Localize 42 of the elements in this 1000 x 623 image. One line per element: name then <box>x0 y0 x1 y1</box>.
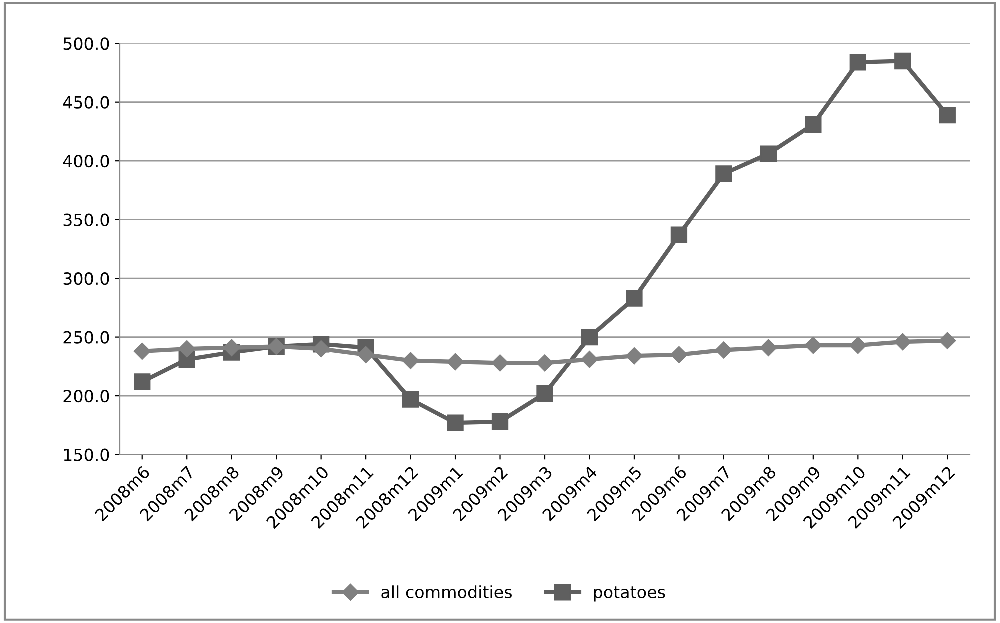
point <box>760 339 778 356</box>
y-tick-label: 200.0 <box>64 390 110 403</box>
point <box>581 351 598 368</box>
point <box>670 346 688 364</box>
point <box>447 414 464 432</box>
point <box>894 52 912 70</box>
point <box>446 353 464 371</box>
y-tick-label: 450.0 <box>63 96 110 109</box>
point <box>804 336 822 354</box>
point <box>626 348 644 365</box>
point <box>850 336 867 354</box>
y-tick-label: 250.0 <box>64 331 110 344</box>
point <box>492 354 509 372</box>
point <box>178 340 196 358</box>
point <box>134 374 151 390</box>
point <box>894 333 912 351</box>
point <box>939 332 956 350</box>
point <box>626 290 643 307</box>
point <box>536 354 554 372</box>
point <box>536 385 554 402</box>
y-tick-label: 300.0 <box>64 272 110 286</box>
legend-label: potatoes <box>594 586 666 602</box>
y-tick-label: 400.0 <box>63 155 110 168</box>
point <box>492 414 509 430</box>
y-tick-label: 500.0 <box>64 38 110 50</box>
point <box>805 116 822 134</box>
point <box>358 346 375 364</box>
point <box>312 340 330 358</box>
point <box>850 54 866 71</box>
point <box>134 342 151 360</box>
y-tick-label: 350.0 <box>64 214 110 226</box>
y-tick-label: 150.0 <box>64 448 110 462</box>
point <box>670 226 688 244</box>
point <box>581 328 598 346</box>
point <box>760 146 778 162</box>
point <box>402 352 420 370</box>
point <box>939 106 956 124</box>
legend-label: all commodities <box>382 586 512 599</box>
point <box>223 339 240 356</box>
point <box>715 342 732 359</box>
point <box>716 166 732 182</box>
point <box>402 391 420 408</box>
